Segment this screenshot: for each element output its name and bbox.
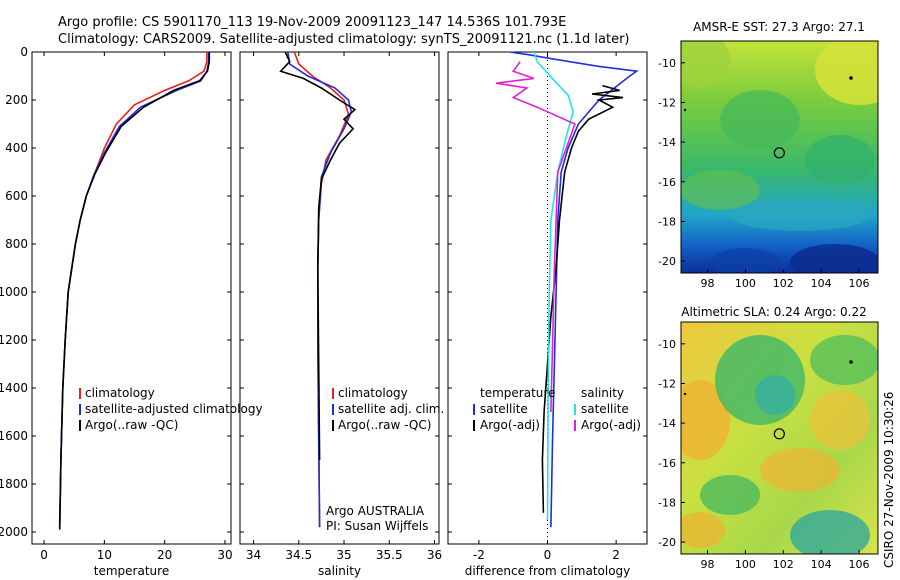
series-line-argo-raw-qc- — [279, 51, 357, 461]
y-tick-label: 1400 — [0, 381, 28, 395]
map-x-tick-label: 98 — [701, 558, 715, 571]
x-tick-label: 34 — [246, 548, 261, 562]
legend-entry: Argo(..raw -QC) — [338, 418, 431, 432]
annotation-text: PI: Susan Wijffels — [326, 519, 428, 533]
legend-entry: satellite — [581, 402, 629, 416]
x-tick-label: 20 — [157, 548, 172, 562]
map-x-tick-label: 104 — [811, 558, 832, 571]
salinity-panel: 34 34.5 35 35.5 36 salinity climatology satelli… — [239, 51, 444, 578]
series-line-temperature-satellite — [509, 51, 639, 528]
x-axis-label: temperature — [94, 564, 169, 578]
x-tick-label: 35.5 — [376, 548, 403, 562]
legend-entry: climatology — [85, 386, 155, 400]
y-tick-label: 800 — [5, 237, 28, 251]
sst-map: AMSR-E SST: 27.3 Argo: 27.1 98 100 102 104 1… — [658, 20, 879, 290]
series-line-temperature-argo-adj- — [541, 84, 624, 513]
sst-map-title: AMSR-E SST: 27.3 Argo: 27.1 — [693, 20, 865, 34]
sst-argo-location-marker — [773, 147, 785, 159]
difference-panel: -2 0 2 difference from climatology temperatu… — [447, 51, 648, 578]
map-y-tick-label: -12 — [658, 96, 676, 109]
sla-map: Altimetric SLA: 0.24 Argo: 0.22 98 100 102… — [658, 305, 879, 571]
y-tick-label: 1800 — [0, 477, 28, 491]
y-tick-label: 1600 — [0, 429, 28, 443]
x-tick-label: 10 — [97, 548, 112, 562]
map-x-tick-label: 106 — [849, 558, 870, 571]
legend-entry: Argo(-adj) — [480, 418, 540, 432]
series-line-argo-raw-qc- — [58, 52, 211, 530]
legend-entry: Argo(-adj) — [581, 418, 641, 432]
legend-entry: satellite — [480, 402, 528, 416]
series-line-salinity-satellite — [533, 51, 575, 521]
annotation-text: Argo AUSTRALIA — [326, 504, 425, 518]
x-tick-label: 2 — [612, 548, 620, 562]
legend-entry: satellite-adjusted climatology — [85, 402, 263, 416]
map-x-tick-label: 98 — [701, 277, 715, 290]
sla-argo-location-marker — [773, 428, 785, 440]
y-tick-label: 0 — [20, 45, 28, 59]
island-dot — [849, 76, 853, 80]
y-tick-label: 400 — [5, 141, 28, 155]
series-line-satellite-adjusted-climatology — [58, 52, 210, 528]
figure-title-line2: Climatology: CARS2009. Satellite-adjuste… — [58, 32, 630, 47]
x-tick-label: 36 — [427, 548, 442, 562]
map-y-tick-label: -18 — [658, 215, 676, 228]
x-tick-label: 34.5 — [285, 548, 312, 562]
sla-heatmap-field — [681, 322, 878, 554]
map-y-tick-label: -12 — [658, 377, 676, 390]
sla-map-title: Altimetric SLA: 0.24 Argo: 0.22 — [681, 305, 866, 319]
series-line-climatology — [58, 52, 208, 528]
island-dot — [683, 108, 687, 112]
side-timestamp-label: CSIRO 27-Nov-2009 10:30:26 — [882, 392, 896, 568]
map-y-tick-label: -10 — [658, 338, 676, 351]
series-line-salinity-argo-adj- — [495, 61, 576, 413]
map-y-tick-label: -10 — [658, 57, 676, 70]
plot-frame — [239, 51, 440, 545]
map-y-tick-label: -20 — [658, 536, 676, 549]
legend-entry: climatology — [338, 386, 408, 400]
y-tick-label: 1000 — [0, 285, 28, 299]
y-tick-label: 200 — [5, 93, 28, 107]
map-y-tick-label: -14 — [658, 417, 676, 430]
temperature-panel: 0 200 400 600 800 1000 1200 1400 1600 1800 2000 0 10… — [0, 45, 263, 578]
x-tick-label: 0 — [40, 548, 48, 562]
legend-entry: satellite adj. clim. — [338, 402, 444, 416]
map-x-tick-label: 102 — [773, 277, 794, 290]
map-x-tick-label: 104 — [811, 277, 832, 290]
x-tick-label: 30 — [217, 548, 232, 562]
map-x-tick-label: 106 — [849, 277, 870, 290]
legend-entry: Argo(..raw -QC) — [85, 418, 178, 432]
y-tick-label: 600 — [5, 189, 28, 203]
plot-frame — [31, 51, 232, 545]
legend-entry: salinity — [581, 386, 624, 400]
map-x-tick-label: 100 — [735, 558, 756, 571]
map-y-tick-label: -20 — [658, 255, 676, 268]
x-axis-label: salinity — [318, 564, 361, 578]
x-tick-label: 35 — [336, 548, 351, 562]
figure-title-line1: Argo profile: CS 5901170_113 19-Nov-2009… — [58, 15, 566, 30]
x-tick-label: 0 — [544, 548, 552, 562]
map-y-tick-label: -18 — [658, 496, 676, 509]
map-y-tick-label: -16 — [658, 457, 676, 470]
island-dot — [849, 360, 853, 364]
y-tick-label: 2000 — [0, 525, 28, 539]
legend-entry: temperature — [480, 386, 555, 400]
map-x-tick-label: 100 — [735, 277, 756, 290]
sst-heatmap-field — [681, 41, 878, 273]
map-x-tick-label: 102 — [773, 558, 794, 571]
x-tick-label: -2 — [473, 548, 485, 562]
map-y-tick-label: -14 — [658, 136, 676, 149]
x-axis-label: difference from climatology — [465, 564, 631, 578]
y-tick-label: 1200 — [0, 333, 28, 347]
series-line-climatology — [293, 51, 350, 528]
map-y-tick-label: -16 — [658, 176, 676, 189]
island-dot — [683, 392, 687, 396]
